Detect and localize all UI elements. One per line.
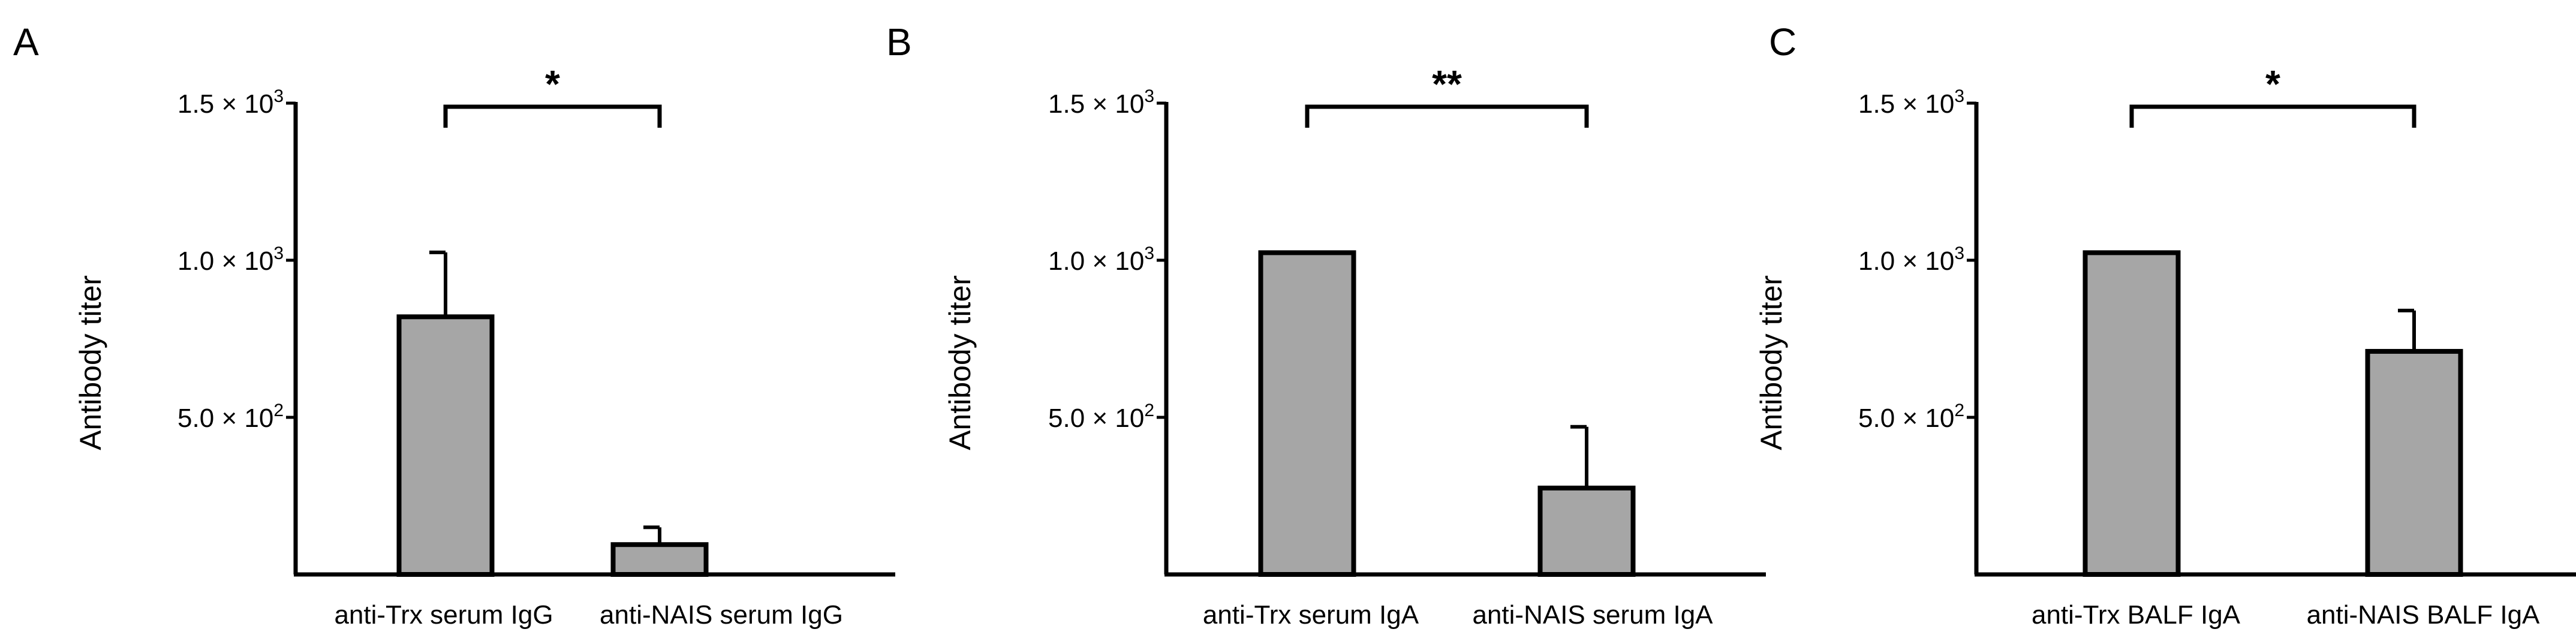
- y-tick-label: 1.5 × 103: [1858, 86, 1964, 119]
- significance-bracket: [2129, 104, 2416, 128]
- y-axis-title: Antibody titer: [74, 275, 107, 450]
- bar: [1258, 250, 1356, 577]
- bar: [2083, 250, 2181, 577]
- panel-c: C 5.0 × 102 1.0 × 103 1.5 × 103 Antibody tit…: [1755, 20, 2576, 630]
- y-axis-title: Antibody titer: [943, 275, 977, 450]
- category-label: anti-Trx serum IgA: [1203, 600, 1419, 630]
- category-label: anti-Trx BALF IgA: [2032, 600, 2241, 630]
- y-tick-label: 1.0 × 103: [1048, 243, 1154, 276]
- y-tick-label: 5.0 × 102: [1858, 401, 1964, 433]
- panel-letter: B: [886, 20, 912, 64]
- y-tick-label: 1.5 × 103: [1048, 86, 1154, 119]
- significance-marker: **: [1432, 62, 1462, 106]
- bar: [2365, 348, 2463, 577]
- y-tick-label: 5.0 × 102: [1048, 401, 1154, 433]
- significance-marker: *: [545, 62, 560, 106]
- category-label: anti-NAIS BALF IgA: [2307, 600, 2540, 630]
- significance-marker: *: [2265, 62, 2280, 106]
- y-axis-title: Antibody titer: [1755, 275, 1788, 450]
- y-tick-label: 1.0 × 103: [177, 243, 284, 276]
- panel-b: B 5.0 × 102 1.0 × 103 1.5 × 103 Antibody tit…: [886, 20, 1766, 630]
- bar: [610, 542, 709, 577]
- panel-a: A 5.0 × 102 1.0 × 103 1.5 × 103 Antibody tit…: [13, 20, 895, 630]
- panel-letter: A: [13, 20, 39, 64]
- y-tick-label: 5.0 × 102: [177, 401, 284, 433]
- bar: [396, 314, 495, 577]
- category-label: anti-NAIS serum IgG: [600, 600, 843, 630]
- bar: [1537, 485, 1636, 577]
- panel-letter: C: [1769, 20, 1796, 64]
- y-tick-label: 1.0 × 103: [1858, 243, 1964, 276]
- y-tick-label: 1.5 × 103: [177, 86, 284, 119]
- significance-bracket: [1305, 104, 1589, 128]
- significance-bracket: [443, 104, 662, 128]
- category-label: anti-NAIS serum IgA: [1472, 600, 1713, 630]
- category-label: anti-Trx serum IgG: [334, 600, 553, 630]
